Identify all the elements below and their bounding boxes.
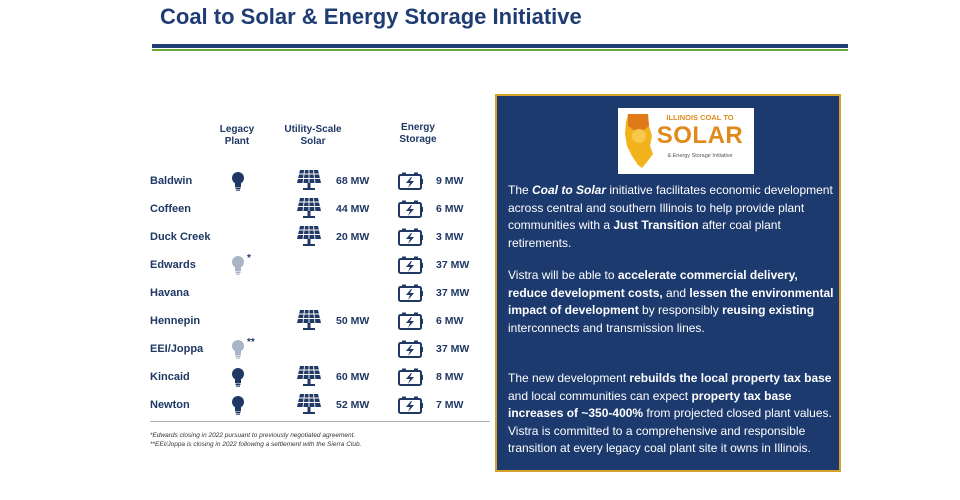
legacy-plant-header: Legacy Plant xyxy=(219,124,255,147)
info-paragraph-tax-base: The new development rebuilds the local p… xyxy=(508,371,832,455)
lightbulb-icon xyxy=(230,171,246,191)
logo-subtitle: & Energy Storage Initiative xyxy=(667,153,733,159)
solar-capacity: 68 MW xyxy=(336,175,370,187)
solar-panel-icon xyxy=(296,365,322,387)
storage-capacity: 9 MW xyxy=(436,175,464,187)
plant-row-hennepin: Hennepin 50 MW 6 MW xyxy=(150,309,490,333)
plant-name: EEI/Joppa xyxy=(150,343,204,355)
plant-row-edwards: Edwards * 37 MW xyxy=(150,253,490,277)
plant-row-eei-joppa: EEI/Joppa ** 37 MW xyxy=(150,337,490,361)
battery-icon xyxy=(398,368,424,386)
plant-row-duck-creek: Duck Creek 20 MW 3 MW xyxy=(150,225,490,249)
initiative-info-box: ILLINOIS COAL TO SOLAR & Energy Storage … xyxy=(495,94,841,472)
solar-panel-icon xyxy=(296,169,322,191)
footnote-edwards: *Edwards closing in 2022 pursuant to pre… xyxy=(150,432,356,439)
title-rule-green xyxy=(152,49,848,51)
logo-solar-text: SOLAR xyxy=(656,122,744,149)
utility-scale-solar-header: Utility-Scale Solar xyxy=(284,124,342,147)
info-paragraph-just-transition: The Coal to Solar initiative facilitates… xyxy=(508,183,833,250)
plant-name: Kincaid xyxy=(150,371,190,383)
battery-icon xyxy=(398,172,424,190)
plant-name: Hennepin xyxy=(150,315,201,327)
plant-name: Havana xyxy=(150,287,190,299)
plant-name: Duck Creek xyxy=(150,231,211,243)
plant-row-newton: Newton 52 MW 7 MW xyxy=(150,393,490,417)
storage-capacity: 37 MW xyxy=(436,343,470,355)
solar-capacity: 44 MW xyxy=(336,203,370,215)
battery-icon xyxy=(398,284,424,302)
footnote-marker: ** xyxy=(247,337,255,348)
solar-capacity: 50 MW xyxy=(336,315,370,327)
footnote-eei-joppa: **EEI/Joppa is closing in 2022 following… xyxy=(150,441,362,448)
lightbulb-icon xyxy=(230,339,246,359)
solar-capacity: 20 MW xyxy=(336,231,370,243)
title-rule-blue xyxy=(152,44,848,48)
battery-icon xyxy=(398,200,424,218)
storage-capacity: 37 MW xyxy=(436,259,470,271)
illinois-sun-logo-icon xyxy=(625,114,653,168)
battery-icon xyxy=(398,256,424,274)
logo-top-text: ILLINOIS COAL TO xyxy=(666,113,734,122)
lightbulb-icon xyxy=(230,255,246,275)
plant-name: Coffeen xyxy=(150,203,191,215)
energy-storage-header: Energy Storage xyxy=(399,122,437,145)
battery-icon xyxy=(398,312,424,330)
solar-capacity: 52 MW xyxy=(336,399,370,411)
info-paragraph-vistra-benefits: Vistra will be able to accelerate commer… xyxy=(508,268,834,335)
table-divider xyxy=(150,421,490,422)
lightbulb-icon xyxy=(230,395,246,415)
plant-row-havana: Havana 37 MW xyxy=(150,281,490,305)
solar-capacity: 60 MW xyxy=(336,371,370,383)
storage-capacity: 6 MW xyxy=(436,315,464,327)
illinois-coal-to-solar-logo: ILLINOIS COAL TO SOLAR & Energy Storage … xyxy=(618,108,754,174)
storage-capacity: 7 MW xyxy=(436,399,464,411)
plant-row-kincaid: Kincaid 60 MW 8 MW xyxy=(150,365,490,389)
plant-name: Baldwin xyxy=(150,175,193,187)
storage-capacity: 37 MW xyxy=(436,287,470,299)
plant-row-coffeen: Coffeen 44 MW 6 MW xyxy=(150,197,490,221)
solar-panel-icon xyxy=(296,225,322,247)
solar-panel-icon xyxy=(296,309,322,331)
storage-capacity: 6 MW xyxy=(436,203,464,215)
battery-icon xyxy=(398,340,424,358)
footnote-marker: * xyxy=(247,253,251,264)
battery-icon xyxy=(398,396,424,414)
plant-name: Newton xyxy=(150,399,190,411)
lightbulb-icon xyxy=(230,367,246,387)
battery-icon xyxy=(398,228,424,246)
page-title: Coal to Solar & Energy Storage Initiativ… xyxy=(160,4,582,29)
storage-capacity: 3 MW xyxy=(436,231,464,243)
plant-name: Edwards xyxy=(150,259,196,271)
plant-row-baldwin: Baldwin 68 MW 9 MW xyxy=(150,169,490,193)
storage-capacity: 8 MW xyxy=(436,371,464,383)
solar-panel-icon xyxy=(296,197,322,219)
solar-panel-icon xyxy=(296,393,322,415)
